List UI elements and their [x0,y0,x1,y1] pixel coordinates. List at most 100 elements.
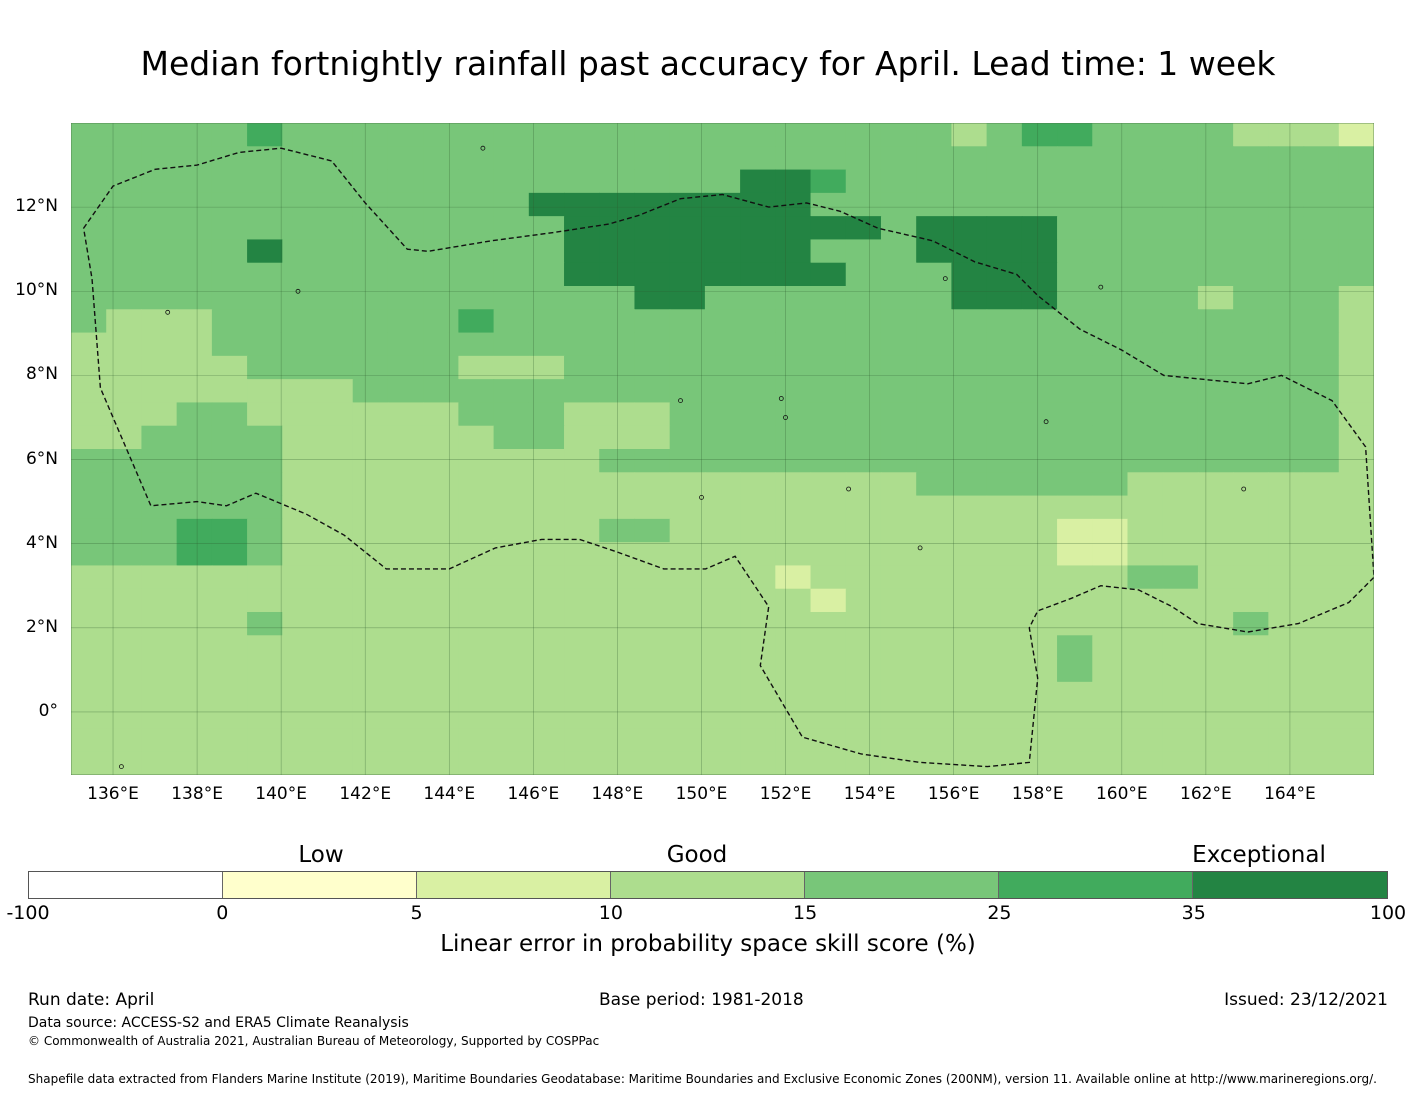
heatmap-cell [740,495,776,520]
heatmap-cell [1021,681,1058,706]
heatmap-cell [1127,681,1164,706]
heatmap-cell [1092,518,1129,543]
heatmap-cell [106,309,143,334]
heatmap-cell [282,518,319,543]
heatmap-cell [1268,658,1305,683]
heatmap-cell [1021,239,1058,264]
heatmap-cell [634,169,671,194]
heatmap-cell [1197,728,1234,753]
heatmap-cell [1021,192,1058,217]
heatmap-cell [528,612,565,636]
heatmap-cell [1162,332,1199,357]
heatmap-cell [1021,169,1058,194]
heatmap-cell [423,565,459,590]
colorbar-tick-label: 35 [1181,902,1206,924]
heatmap-cell [564,681,600,706]
heatmap-cell [1162,425,1199,450]
heatmap-cell [1303,146,1340,171]
heatmap-cell [387,402,424,427]
heatmap-cell [1268,379,1305,404]
heatmap-cell [141,262,178,287]
heatmap-cell [1303,379,1340,404]
island-outline [119,764,124,769]
heatmap-cell [810,216,847,241]
heatmap-cell [1197,379,1234,404]
heatmap-cell [141,751,178,775]
heatmap-cell [704,123,741,147]
heatmap-cell [71,495,107,520]
heatmap-cell [528,728,565,753]
heatmap-cell [634,449,671,473]
island-outline [699,494,704,500]
heatmap-cell [986,658,1023,683]
heatmap-cell [387,216,424,241]
heatmap-cell [423,449,459,473]
heatmap-cell [211,728,248,753]
heatmap-cell [71,449,107,473]
issued-date: Issued: 23/12/2021 [1224,990,1388,1010]
heatmap-cell [106,192,143,217]
heatmap-cell [916,728,953,753]
heatmap-cell [1197,402,1234,427]
heatmap-cell [916,542,953,567]
heatmap-cell [986,425,1023,450]
heatmap-cell [141,402,178,427]
heatmap-cell [916,588,953,613]
heatmap-cell [1021,332,1058,357]
heatmap-cell [1233,192,1269,217]
heatmap-cell [1127,472,1164,497]
heatmap-cell [740,216,776,241]
heatmap-cell [493,495,530,520]
heatmap-cell [1127,169,1164,194]
heatmap-cell [141,286,178,310]
heatmap-cell [1268,309,1305,334]
heatmap-cell [247,658,283,683]
heatmap-cell [106,355,143,380]
heatmap-cell [1127,751,1164,775]
heatmap-cell [493,332,530,357]
heatmap-cell [458,169,495,194]
heatmap-cell [810,495,847,520]
heatmap-cell [352,379,389,404]
heatmap-cell [528,472,565,497]
heatmap-cell [493,286,530,310]
heatmap-cell [71,309,107,334]
heatmap-cell [352,518,389,543]
heatmap-cell [916,309,953,334]
heatmap-cell [71,635,107,660]
heatmap-cell [352,495,389,520]
heatmap-cell [951,402,988,427]
heatmap-cell [458,518,495,543]
heatmap-cell [740,472,776,497]
heatmap-cell [423,216,459,241]
heatmap-cell [247,542,283,567]
heatmap-cell [1197,472,1234,497]
heatmap-cell [1303,565,1340,590]
heatmap-cell [1057,635,1093,660]
heatmap-cell [880,565,917,590]
heatmap-cell [71,751,107,775]
heatmap-cell [141,472,178,497]
heatmap-cell [387,123,424,147]
heatmap-cell [176,518,213,543]
heatmap-cell [317,751,354,775]
heatmap-cell [1197,169,1234,194]
heatmap-cell [1057,495,1093,520]
heatmap-cell [775,635,812,660]
heatmap-cell [247,565,283,590]
heatmap-cell [951,751,988,775]
heatmap-cell [282,635,319,660]
heatmap-cell [176,286,213,310]
heatmap-cell [176,169,213,194]
heatmap-cell [1268,728,1305,753]
heatmap-cell [1162,518,1199,543]
heatmap-cell [740,542,776,567]
heatmap-cell [1162,309,1199,334]
heatmap-cell [1162,635,1199,660]
heatmap-cell [1021,123,1058,147]
heatmap-cell [1057,402,1093,427]
heatmap-cell [1268,425,1305,450]
heatmap-cell [951,379,988,404]
heatmap-cell [1338,123,1374,147]
heatmap-cell [141,542,178,567]
